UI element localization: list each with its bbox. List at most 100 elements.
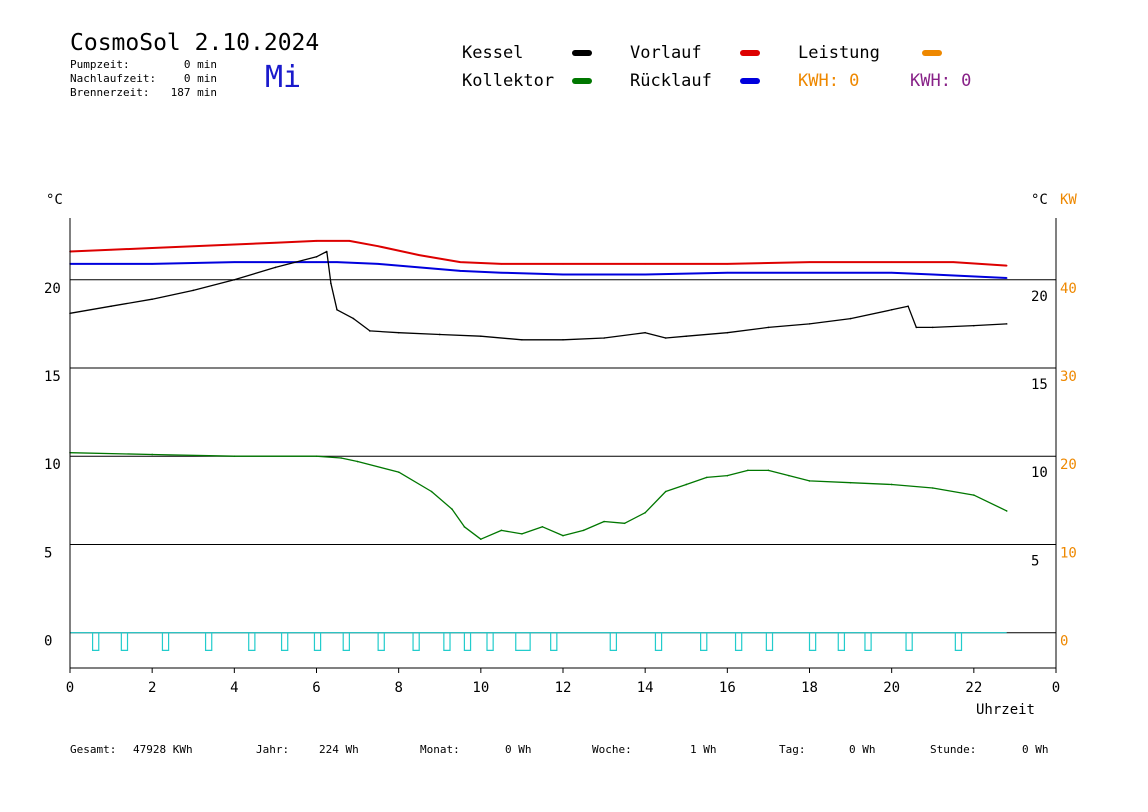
series-point-0 bbox=[890, 261, 893, 263]
series-point-3 bbox=[1005, 510, 1008, 512]
series-point-0 bbox=[151, 247, 153, 249]
pump-pulse bbox=[515, 632, 531, 651]
series-point-2 bbox=[369, 330, 371, 332]
legend-vorlauf-label: Vorlauf bbox=[630, 43, 702, 63]
x-tick-label: 18 bbox=[801, 680, 818, 696]
stat-nachlaufzeit-label: Nachlaufzeit: bbox=[70, 72, 157, 85]
legend-kollektor-swatch bbox=[572, 78, 592, 84]
series-point-0 bbox=[377, 245, 379, 248]
x-tick-label: 0 bbox=[66, 680, 74, 696]
footer-tag-value: 0 Wh bbox=[849, 743, 876, 756]
series-point-2 bbox=[438, 333, 441, 336]
footer-tag-label: Tag: bbox=[779, 743, 806, 756]
series-point-2 bbox=[315, 256, 318, 258]
series-point-3 bbox=[705, 476, 708, 479]
x-tick-label: 22 bbox=[965, 680, 982, 696]
series-point-2 bbox=[330, 282, 332, 285]
y-left-tick-label: 10 bbox=[44, 457, 61, 473]
series-point-2 bbox=[931, 326, 934, 329]
legend-ruecklauf-label: Rücklauf bbox=[630, 71, 712, 91]
series-point-3 bbox=[451, 508, 453, 510]
series-point-2 bbox=[685, 335, 688, 338]
series-point-1 bbox=[500, 271, 503, 274]
footer-woche-value: 1 Wh bbox=[690, 743, 717, 756]
pump-pulse bbox=[808, 632, 817, 651]
pump-pulse bbox=[954, 632, 963, 651]
series-point-2 bbox=[849, 317, 852, 320]
series-point-2 bbox=[325, 250, 328, 253]
footer-monat-label: Monat: bbox=[420, 743, 460, 756]
series-point-2 bbox=[336, 308, 338, 311]
series-line-1 bbox=[70, 261, 1007, 279]
series-point-3 bbox=[463, 526, 466, 528]
chart-series bbox=[69, 239, 1008, 651]
series-point-3 bbox=[726, 474, 729, 477]
series-point-2 bbox=[521, 338, 523, 341]
series-point-3 bbox=[562, 534, 564, 537]
series-point-0 bbox=[726, 263, 729, 265]
series-point-1 bbox=[233, 261, 236, 263]
series-point-0 bbox=[1005, 264, 1008, 267]
series-point-3 bbox=[340, 457, 342, 459]
pump-pulse bbox=[837, 632, 846, 651]
series-point-2 bbox=[397, 331, 400, 334]
series-point-3 bbox=[521, 533, 523, 535]
x-tick-label: 8 bbox=[394, 680, 402, 696]
y-right-tick-label: 5 bbox=[1031, 553, 1039, 569]
y-left-unit: °C bbox=[46, 192, 63, 208]
pump-pulse bbox=[486, 632, 494, 651]
legend-leistung-label: Leistung bbox=[798, 43, 880, 63]
legend-vorlauf-swatch bbox=[740, 50, 760, 56]
series-point-3 bbox=[808, 480, 811, 482]
series-point-3 bbox=[541, 526, 544, 528]
series-point-2 bbox=[644, 331, 646, 334]
x-tick-label: 16 bbox=[719, 680, 736, 696]
stat-brennerzeit-value: 187 min bbox=[170, 86, 217, 99]
series-point-3 bbox=[685, 483, 688, 486]
x-tick-label: 20 bbox=[883, 680, 900, 696]
series-point-1 bbox=[377, 263, 379, 265]
pump-pulse bbox=[204, 632, 213, 651]
series-point-2 bbox=[151, 298, 153, 300]
series-point-1 bbox=[151, 263, 153, 265]
x-tick-label: 12 bbox=[555, 680, 572, 696]
series-point-3 bbox=[500, 529, 503, 532]
series-point-3 bbox=[644, 511, 646, 514]
series-point-1 bbox=[315, 261, 318, 263]
legend-leistung-swatch bbox=[922, 50, 942, 56]
series-point-3 bbox=[973, 494, 975, 496]
legend-kessel-label: Kessel bbox=[462, 43, 524, 63]
chart-axes bbox=[69, 218, 1057, 673]
series-point-1 bbox=[562, 273, 564, 276]
series-point-1 bbox=[1005, 277, 1008, 279]
x-tick-label: 14 bbox=[637, 680, 654, 696]
series-point-1 bbox=[459, 270, 462, 272]
y-right2-tick-label: 0 bbox=[1060, 634, 1068, 650]
series-point-2 bbox=[192, 289, 195, 292]
y-right-unit: °C bbox=[1031, 192, 1048, 208]
footer-jahr-label: Jahr: bbox=[256, 743, 290, 756]
series-point-2 bbox=[808, 323, 811, 325]
series-point-3 bbox=[788, 474, 790, 477]
series-point-0 bbox=[952, 261, 955, 263]
series-point-3 bbox=[767, 469, 770, 472]
footer-gesamt-label: Gesamt: bbox=[70, 743, 117, 756]
series-point-1 bbox=[336, 261, 338, 263]
series-point-0 bbox=[110, 248, 112, 251]
stat-brennerzeit-label: Brennerzeit: bbox=[70, 86, 150, 99]
pump-pulse bbox=[550, 632, 558, 651]
series-point-2 bbox=[1005, 323, 1008, 325]
y-left-tick-label: 15 bbox=[44, 369, 61, 385]
y-right-tick-label: 20 bbox=[1031, 289, 1048, 305]
series-point-2 bbox=[890, 308, 893, 311]
series-point-3 bbox=[356, 460, 359, 463]
series-point-1 bbox=[808, 271, 811, 274]
series-point-2 bbox=[726, 331, 729, 334]
y-right2-tick-label: 10 bbox=[1060, 545, 1077, 561]
pump-pulse bbox=[609, 632, 618, 651]
series-point-2 bbox=[664, 337, 667, 339]
series-point-3 bbox=[747, 469, 749, 472]
series-point-2 bbox=[973, 324, 975, 327]
chart-title: CosmoSol 2.10.2024 bbox=[70, 30, 320, 56]
